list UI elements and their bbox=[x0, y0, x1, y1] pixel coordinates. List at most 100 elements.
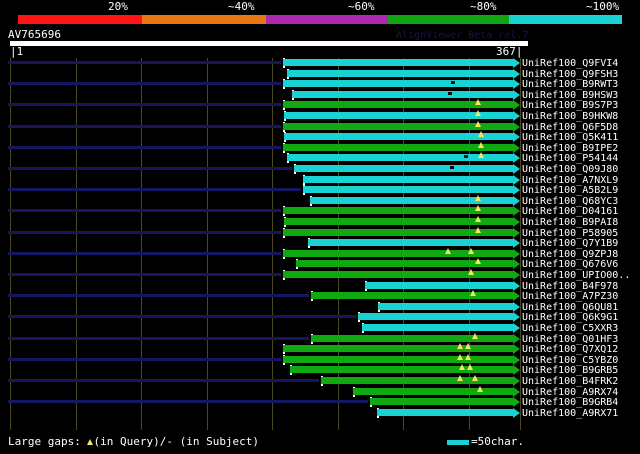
hit-bar[interactable] bbox=[358, 313, 513, 321]
alignment-row[interactable] bbox=[0, 323, 640, 333]
hit-label[interactable]: UniRef100_B4FRK2 bbox=[522, 376, 619, 387]
hit-bar[interactable] bbox=[283, 271, 513, 278]
hit-bar[interactable] bbox=[287, 154, 513, 162]
alignment-row[interactable] bbox=[0, 269, 640, 280]
hit-bar[interactable] bbox=[283, 143, 513, 151]
alignment-row[interactable] bbox=[0, 205, 640, 217]
hit-label[interactable]: UniRef100_P54144 bbox=[522, 153, 619, 165]
hit-label[interactable]: UniRef100_Q5K411 bbox=[522, 132, 619, 144]
hit-bar[interactable] bbox=[303, 186, 513, 194]
hit-label[interactable]: UniRef100_Q6QU81 bbox=[522, 301, 619, 313]
alignment-row[interactable] bbox=[0, 110, 640, 121]
alignment-row[interactable] bbox=[0, 258, 640, 270]
alignment-row[interactable] bbox=[0, 216, 640, 227]
hit-label[interactable]: UniRef100_Q09J80 bbox=[522, 164, 619, 175]
hit-label[interactable]: UniRef100_Q7XQ12 bbox=[522, 344, 619, 356]
alignment-row[interactable] bbox=[0, 280, 640, 291]
alignment-row[interactable] bbox=[0, 89, 640, 100]
hit-label[interactable]: UniRef100_B4F978 bbox=[522, 280, 619, 292]
alignment-row[interactable] bbox=[0, 375, 640, 386]
hit-label[interactable]: UniRef100_Q9FSH3 bbox=[522, 68, 619, 80]
hit-bar[interactable] bbox=[321, 377, 513, 384]
hit-label[interactable]: UniRef100_A7NXL9 bbox=[522, 174, 619, 186]
hit-label[interactable]: UniRef100_A9RX71 bbox=[522, 407, 619, 419]
hit-bar[interactable] bbox=[378, 302, 513, 310]
alignment-row[interactable] bbox=[0, 131, 640, 143]
hit-label[interactable]: UniRef100_A5B2L9 bbox=[522, 185, 619, 197]
hit-bar[interactable] bbox=[283, 122, 513, 130]
hit-bar[interactable] bbox=[292, 90, 513, 98]
hit-bar[interactable] bbox=[283, 345, 513, 353]
hit-label[interactable]: UniRef100_Q01HF3 bbox=[522, 333, 619, 345]
hit-label[interactable]: UniRef100_Q9ZPJ8 bbox=[522, 248, 619, 260]
hit-bar[interactable] bbox=[308, 239, 513, 247]
hit-bar[interactable] bbox=[284, 133, 513, 141]
hit-bar[interactable] bbox=[311, 334, 513, 342]
hit-bar[interactable] bbox=[377, 408, 513, 416]
hit-label[interactable]: UniRef100_A7PZ30 bbox=[522, 291, 619, 303]
hit-bar[interactable] bbox=[294, 165, 513, 172]
hit-bar[interactable] bbox=[365, 281, 513, 289]
hit-bar[interactable] bbox=[353, 387, 513, 395]
hit-bar[interactable] bbox=[284, 218, 513, 225]
hit-bar[interactable] bbox=[283, 59, 513, 66]
hit-label[interactable]: UniRef100_B9HSW3 bbox=[522, 89, 619, 101]
alignment-row[interactable] bbox=[0, 99, 640, 111]
hit-bar[interactable] bbox=[303, 175, 513, 183]
alignment-row[interactable] bbox=[0, 364, 640, 376]
alignment-row[interactable] bbox=[0, 247, 640, 259]
alignment-row[interactable] bbox=[0, 353, 640, 365]
alignment-row[interactable] bbox=[0, 290, 640, 302]
hit-label[interactable]: UniRef100_B9HKW8 bbox=[522, 111, 619, 122]
alignment-row[interactable] bbox=[0, 152, 640, 164]
alignment-row[interactable] bbox=[0, 312, 640, 323]
hit-label[interactable]: UniRef100_B9PAI8 bbox=[522, 217, 619, 228]
hit-label[interactable]: UniRef100_Q6F5D8 bbox=[522, 121, 619, 133]
alignment-row[interactable] bbox=[0, 301, 640, 312]
hit-label[interactable]: UniRef100_C5XXR3 bbox=[522, 323, 619, 334]
alignment-row[interactable] bbox=[0, 164, 640, 174]
hit-label[interactable]: UniRef100_C5YBZ0 bbox=[522, 354, 619, 366]
hit-label[interactable]: UniRef100_Q6K9G1 bbox=[522, 312, 619, 324]
hit-label[interactable]: UniRef100_B9IPE2 bbox=[522, 142, 619, 154]
alignment-row[interactable] bbox=[0, 120, 640, 132]
hit-bar[interactable] bbox=[370, 398, 513, 406]
hit-label[interactable]: UniRef100_Q9FVI4 bbox=[522, 58, 619, 69]
hit-label[interactable]: UniRef100_P58905 bbox=[522, 227, 619, 239]
hit-label[interactable]: UniRef100_Q676V6 bbox=[522, 259, 619, 271]
hit-bar[interactable] bbox=[283, 101, 513, 109]
alignment-row[interactable] bbox=[0, 141, 640, 153]
hit-bar[interactable] bbox=[283, 355, 513, 363]
hit-label[interactable]: UniRef100_Q68YC3 bbox=[522, 195, 619, 207]
hit-label[interactable]: UniRef100_B9S7P3 bbox=[522, 100, 619, 112]
alignment-row[interactable] bbox=[0, 174, 640, 185]
hit-label[interactable]: UniRef100_B9GRB4 bbox=[522, 397, 619, 409]
hit-label[interactable]: UniRef100_B9RWT3 bbox=[522, 79, 619, 91]
hit-bar[interactable] bbox=[310, 196, 513, 204]
hit-bar[interactable] bbox=[311, 292, 513, 300]
hit-label[interactable]: UniRef100_Q7Y1B9 bbox=[522, 238, 619, 250]
hit-label[interactable]: UniRef100_A9RX74 bbox=[522, 386, 619, 398]
alignment-row[interactable] bbox=[0, 385, 640, 397]
alignment-row[interactable] bbox=[0, 226, 640, 238]
alignment-row[interactable] bbox=[0, 68, 640, 79]
alignment-row[interactable] bbox=[0, 58, 640, 68]
hit-bar[interactable] bbox=[287, 69, 513, 77]
hit-bar[interactable] bbox=[290, 366, 513, 374]
alignment-row[interactable] bbox=[0, 238, 640, 249]
hit-label[interactable]: UniRef100_D04161 bbox=[522, 206, 619, 218]
hit-label[interactable]: UniRef100_UPIO00.. bbox=[522, 270, 631, 281]
hit-bar[interactable] bbox=[283, 207, 513, 215]
alignment-row[interactable] bbox=[0, 194, 640, 206]
alignment-row[interactable] bbox=[0, 185, 640, 196]
hit-bar[interactable] bbox=[283, 228, 513, 236]
alignment-row[interactable] bbox=[0, 79, 640, 90]
hit-label[interactable]: UniRef100_B9GRB5 bbox=[522, 365, 619, 377]
alignment-row[interactable] bbox=[0, 407, 640, 418]
hit-bar[interactable] bbox=[296, 260, 513, 268]
alignment-row[interactable] bbox=[0, 397, 640, 408]
alignment-row[interactable] bbox=[0, 332, 640, 344]
hit-bar[interactable] bbox=[283, 80, 513, 88]
hit-bar[interactable] bbox=[284, 112, 513, 119]
hit-bar[interactable] bbox=[283, 249, 513, 257]
